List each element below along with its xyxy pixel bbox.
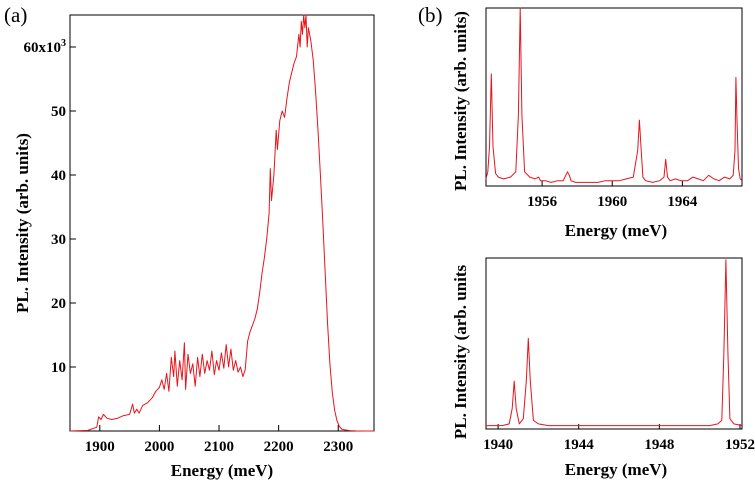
x-tick-label-b_bottom-2: 1948 xyxy=(644,437,674,453)
ticks-a: 1900 2000 2100 2200 2300 10 20 30 40 50 60x103 xyxy=(24,38,354,455)
x-axis-title-a: Energy (meV) xyxy=(171,461,273,480)
panel-label-b: (b) xyxy=(418,3,443,27)
panel-b-bottom: 1940 1944 1948 1952 Energy (meV) PL. Intens… xyxy=(451,257,755,479)
spectrum-line-b-bottom xyxy=(486,259,743,427)
x-tick-label-b_bottom-0: 1940 xyxy=(483,437,513,453)
x-tick-label-a-1: 2000 xyxy=(144,439,174,455)
plot-frame-a xyxy=(69,14,375,432)
y-axis-title-b-top: PL. Intensity (arb. units) xyxy=(451,11,470,191)
x-tick-label-b_top-0: 1956 xyxy=(527,194,558,210)
panel-a: 1900 2000 2100 2200 2300 10 20 30 40 50 60x103 Ene… xyxy=(13,14,375,480)
y-tick-label-a-2: 30 xyxy=(51,232,66,248)
x-tick-label-b_bottom-3: 1952 xyxy=(725,437,755,453)
ticks-b-bottom: 1940 1944 1948 1952 xyxy=(483,424,755,453)
spectrum-line-a xyxy=(69,14,374,432)
x-tick-label-b_top-1: 1960 xyxy=(597,194,627,210)
x-tick-label-a-0: 1900 xyxy=(85,439,115,455)
panel-b-top: 1956 1960 1964 Energy (meV) PL. Intensity … xyxy=(451,7,743,240)
y-tick-label-a-5: 60x103 xyxy=(24,38,67,56)
x-tick-label-a-2: 2100 xyxy=(204,439,234,455)
y-tick-label-a-3: 40 xyxy=(51,168,66,184)
x-axis-title-b-bottom: Energy (meV) xyxy=(565,460,667,479)
plot-frame-b-top xyxy=(485,7,743,187)
y-axis-title-a: PL. Intensity (arb. units) xyxy=(13,133,32,313)
plot-frame-b-bottom xyxy=(485,257,743,430)
ticks-b-top: 1956 1960 1964 xyxy=(527,181,698,210)
spectrum-line-b-top xyxy=(485,7,743,183)
y-tick-label-a-0: 10 xyxy=(51,360,66,376)
x-tick-label-a-3: 2200 xyxy=(264,439,294,455)
x-tick-label-b_bottom-1: 1944 xyxy=(564,437,595,453)
y-axis-title-b-bottom: PL. Intensity (arb. units xyxy=(451,264,470,439)
x-tick-label-b_top-2: 1964 xyxy=(667,194,698,210)
x-axis-title-b-top: Energy (meV) xyxy=(565,221,667,240)
y-tick-label-a-1: 20 xyxy=(51,296,66,312)
x-tick-label-a-4: 2300 xyxy=(323,439,353,455)
y-tick-label-a-4: 50 xyxy=(51,104,66,120)
panel-label-a: (a) xyxy=(4,3,27,27)
